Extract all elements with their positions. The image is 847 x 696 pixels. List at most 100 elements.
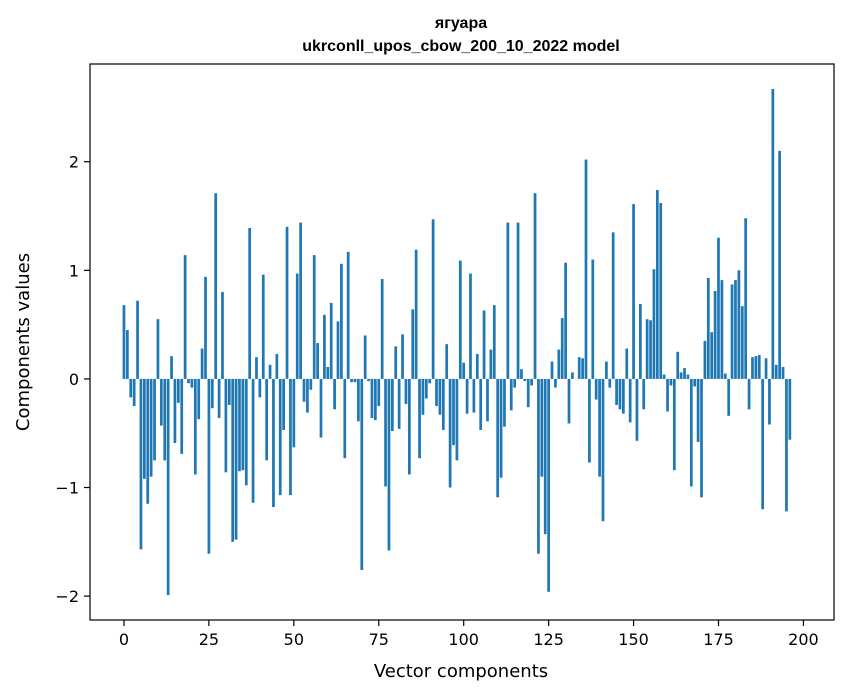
- bar-component-2: [129, 378, 133, 398]
- bar-component-170: [700, 378, 703, 498]
- bar-component-176: [720, 280, 724, 379]
- x-axis-label: Vector components: [374, 661, 548, 682]
- bar-component-18: [183, 255, 187, 379]
- y-tick-label: 0: [69, 370, 79, 389]
- bar-component-112: [503, 378, 506, 427]
- bar-component-59: [323, 314, 326, 379]
- bar-component-54: [306, 378, 309, 413]
- bar-component-85: [411, 309, 415, 379]
- bar-component-179: [730, 284, 734, 379]
- bar-component-75: [377, 378, 381, 407]
- bar-component-190: [768, 378, 771, 425]
- bar-component-169: [696, 378, 700, 442]
- bar-component-143: [608, 378, 612, 388]
- bar-component-185: [751, 357, 754, 379]
- bar-component-79: [391, 378, 394, 432]
- bar-component-23: [200, 348, 204, 379]
- bar-component-151: [635, 378, 639, 441]
- bar-component-74: [374, 378, 377, 421]
- bar-component-6: [143, 378, 146, 479]
- bar-component-144: [611, 232, 615, 379]
- bar-component-71: [363, 335, 367, 379]
- bar-component-159: [662, 374, 666, 379]
- bar-component-104: [475, 353, 479, 379]
- bar-component-155: [649, 320, 652, 379]
- bar-component-147: [622, 378, 625, 414]
- plot-frame: [89, 63, 835, 621]
- chart-title-line-2: ukrconll_upos_cbow_200_10_2022 model: [302, 38, 619, 55]
- bar-component-65: [343, 378, 347, 459]
- bar-component-62: [333, 378, 336, 410]
- bar-component-28: [217, 378, 221, 419]
- bar-component-122: [537, 378, 540, 554]
- x-tick-label: 150: [618, 630, 649, 649]
- bar-component-168: [693, 378, 697, 387]
- bar-component-116: [516, 222, 520, 379]
- x-axis-ticks: 0 25 50 75 100 125 150 175 200: [119, 620, 819, 649]
- bar-component-121: [533, 193, 537, 379]
- bar-component-63: [336, 321, 340, 379]
- bar-component-126: [550, 361, 554, 379]
- bar-component-0: [122, 305, 126, 379]
- bar-component-191: [771, 88, 775, 379]
- bar-component-45: [275, 353, 279, 379]
- bar-component-105: [479, 378, 483, 430]
- bar-component-60: [326, 366, 330, 379]
- bar-component-29: [221, 292, 224, 379]
- bar-component-134: [577, 357, 581, 379]
- bar-component-51: [295, 273, 299, 379]
- bar-component-156: [652, 269, 656, 379]
- x-tick-label: 50: [284, 630, 304, 649]
- bar-component-89: [424, 378, 428, 399]
- bar-component-167: [689, 378, 693, 487]
- bar-component-119: [526, 378, 530, 408]
- bar-component-1: [126, 330, 129, 379]
- bar-component-96: [448, 378, 452, 488]
- bar-component-108: [489, 349, 493, 379]
- bar-component-61: [329, 302, 333, 379]
- bar-component-97: [452, 378, 455, 446]
- bar-component-25: [207, 378, 211, 554]
- bar-component-113: [506, 222, 510, 379]
- bar-component-171: [703, 340, 707, 379]
- bar-component-81: [397, 378, 401, 429]
- bar-component-101: [465, 378, 469, 414]
- bar-component-16: [176, 378, 180, 403]
- bar-component-56: [312, 255, 316, 379]
- bar-component-150: [632, 204, 635, 379]
- bar-component-186: [754, 356, 758, 379]
- bar-component-98: [455, 378, 459, 461]
- bar-component-175: [717, 237, 720, 379]
- bar-component-188: [761, 378, 765, 510]
- bar-component-127: [554, 378, 557, 388]
- bar-component-7: [146, 378, 150, 504]
- bar-component-135: [581, 358, 584, 379]
- bar-component-12: [163, 378, 167, 461]
- bar-component-125: [547, 378, 550, 592]
- bar-component-165: [683, 368, 686, 379]
- bar-component-76: [380, 279, 384, 379]
- bar-component-129: [560, 318, 564, 379]
- bar-component-164: [679, 372, 683, 379]
- y-tick-label: 1: [69, 261, 79, 280]
- bar-component-132: [571, 372, 574, 379]
- bar-component-66: [346, 251, 350, 379]
- bar-component-131: [567, 378, 571, 424]
- bar-component-195: [785, 378, 788, 512]
- bar-component-52: [299, 222, 302, 379]
- bar-component-72: [367, 378, 370, 382]
- bar-component-95: [445, 344, 449, 379]
- y-axis-ticks: −2 −1 0 1 2: [55, 153, 90, 606]
- bar-component-109: [492, 305, 496, 379]
- bar-component-138: [591, 259, 595, 379]
- x-tick-label: 100: [448, 630, 479, 649]
- bar-component-166: [686, 374, 690, 379]
- bar-component-20: [190, 378, 194, 388]
- bar-component-160: [666, 378, 669, 412]
- bar-component-3: [132, 378, 136, 407]
- bar-component-41: [261, 274, 265, 379]
- y-tick-label: 2: [69, 153, 79, 172]
- bar-component-38: [251, 378, 255, 503]
- bar-component-178: [727, 378, 731, 416]
